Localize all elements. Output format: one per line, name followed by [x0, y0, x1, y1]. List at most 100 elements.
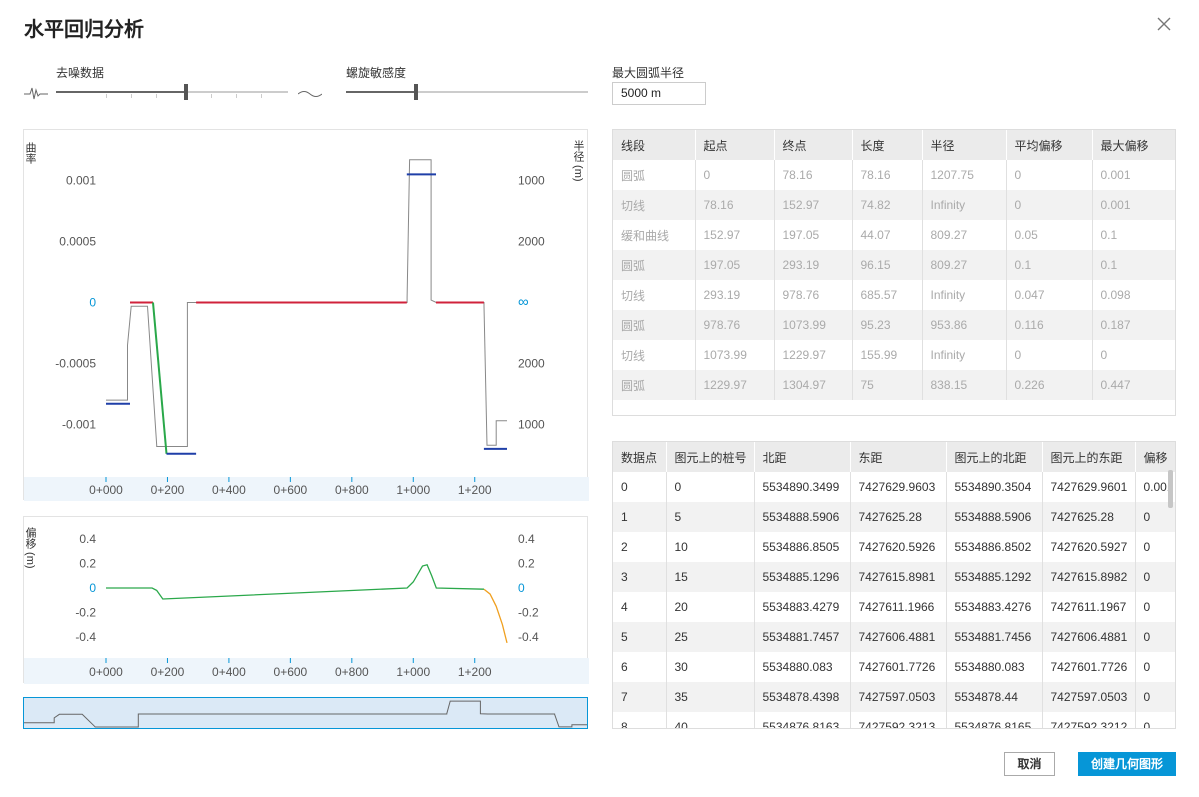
offset-tick-label: -0.4	[75, 630, 96, 644]
table-cell: 切线	[613, 340, 696, 370]
table-cell: 0	[1135, 532, 1175, 562]
table-cell: 5534880.083	[754, 652, 851, 682]
data-point-row[interactable]: 7 35 5534878.4398 7427597.0503 5534878.44 742…	[613, 682, 1175, 712]
column-header[interactable]: 线段	[613, 130, 696, 160]
x-tick-label: 0+600	[274, 483, 308, 497]
table-cell: 155.99	[852, 340, 923, 370]
segment-row[interactable]: 切线 293.19 978.76 685.57 Infinity 0.047 0.098	[613, 280, 1175, 310]
offset-right-tick-label: 0	[518, 581, 525, 595]
table-cell: 切线	[613, 190, 696, 220]
table-cell: 152.97	[774, 190, 853, 220]
table-cell: 5534890.3499	[754, 472, 851, 502]
table-cell: 5534886.8502	[946, 532, 1043, 562]
data-point-row[interactable]: 6 30 5534880.083 7427601.7726 5534880.083 742…	[613, 652, 1175, 682]
radius-tick-label: 2000	[518, 357, 545, 371]
table-cell: 7427611.1967	[1042, 592, 1136, 622]
segment-row[interactable]: 圆弧 0 78.16 78.16 1207.75 0 0.001	[613, 160, 1175, 190]
table-cell: 7427592.3212	[1042, 712, 1136, 728]
curvature-axis-label: 曲率	[24, 142, 37, 165]
table-cell: 缓和曲线	[613, 220, 696, 250]
segment-row[interactable]: 缓和曲线 152.97 197.05 44.07 809.27 0.05 0.1	[613, 220, 1175, 250]
table-cell: 8	[613, 712, 667, 728]
table-cell: 0.001	[1092, 190, 1175, 220]
table-cell: 圆弧	[613, 370, 696, 400]
table-cell: 0	[1135, 682, 1175, 712]
offset-axis-label: 偏移 (m)	[24, 526, 37, 569]
offset-chart: 偏移 (m) 0.4 0.2 0 -0.2 -0.4 0.4 0.2 0 -0.2 -0.4 0…	[23, 516, 589, 684]
max-radius-input[interactable]: 5000 m	[612, 82, 706, 105]
raw-curvature-line	[106, 159, 507, 447]
column-header[interactable]: 最大偏移	[1092, 130, 1175, 160]
column-header[interactable]: 半径	[922, 130, 1007, 160]
table-cell: 293.19	[774, 250, 853, 280]
table-cell: 5534881.7456	[946, 622, 1043, 652]
denoise-slider-thumb[interactable]	[184, 84, 188, 100]
column-header[interactable]: 起点	[695, 130, 775, 160]
table-cell: 5534876.8165	[946, 712, 1043, 728]
table-cell: 0	[1135, 622, 1175, 652]
column-header[interactable]: 偏移	[1135, 442, 1175, 472]
table-cell: 1073.99	[695, 340, 775, 370]
x-tick-label: 0+800	[335, 665, 369, 679]
table-cell: 1229.97	[774, 340, 853, 370]
column-header[interactable]: 图元上的北距	[946, 442, 1043, 472]
table-cell: 78.16	[774, 160, 853, 190]
curvature-tick-label: 0.0005	[59, 235, 96, 249]
spiral-slider-thumb[interactable]	[414, 84, 418, 100]
x-tick-label: 0+600	[274, 665, 308, 679]
column-header[interactable]: 东距	[850, 442, 947, 472]
table-cell: 0.098	[1092, 280, 1175, 310]
offset-right-tick-label: 0.2	[518, 557, 535, 571]
table-cell: 7427625.28	[850, 502, 947, 532]
table-cell: 7427597.0503	[850, 682, 947, 712]
data-point-row[interactable]: 5 25 5534881.7457 7427606.4881 5534881.7456 7…	[613, 622, 1175, 652]
table-cell: 1304.97	[774, 370, 853, 400]
data-point-row[interactable]: 8 40 5534876.8163 7427592.3213 5534876.8165 7…	[613, 712, 1175, 728]
column-header[interactable]: 数据点	[613, 442, 667, 472]
max-radius-label: 最大圆弧半径	[612, 66, 685, 80]
column-header[interactable]: 图元上的桩号	[666, 442, 755, 472]
segment-row[interactable]: 圆弧 978.76 1073.99 95.23 953.86 0.116 0.187	[613, 310, 1175, 340]
table-cell: 25	[666, 622, 755, 652]
spiral-sensitivity-label: 螺旋敏感度	[346, 66, 407, 80]
table-cell: 0	[1135, 592, 1175, 622]
column-header[interactable]: 长度	[852, 130, 923, 160]
table-cell: 0	[1006, 160, 1093, 190]
column-header[interactable]: 图元上的东距	[1042, 442, 1136, 472]
table-cell: 7427620.5927	[1042, 532, 1136, 562]
table-scrollbar[interactable]	[1168, 470, 1173, 508]
close-icon[interactable]	[1154, 14, 1174, 34]
data-points-table: 数据点 图元上的桩号 北距 东距 图元上的北距 图元上的东距 偏移 0 0 5534890.34…	[612, 441, 1176, 729]
table-cell: 5534883.4279	[754, 592, 851, 622]
table-cell: 96.15	[852, 250, 923, 280]
table-cell: Infinity	[922, 340, 1007, 370]
table-cell: 5534890.3504	[946, 472, 1043, 502]
segment-row[interactable]: 圆弧 197.05 293.19 96.15 809.27 0.1 0.1	[613, 250, 1175, 280]
offset-outlier-line	[483, 588, 508, 644]
data-point-row[interactable]: 0 0 5534890.3499 7427629.9603 5534890.3504 74…	[613, 472, 1175, 502]
table-cell: 35	[666, 682, 755, 712]
table-cell: 685.57	[852, 280, 923, 310]
data-point-row[interactable]: 4 20 5534883.4279 7427611.1966 5534883.4276 7…	[613, 592, 1175, 622]
segment-row[interactable]: 圆弧 1229.97 1304.97 75 838.15 0.226 0.447	[613, 370, 1175, 400]
table-cell: 44.07	[852, 220, 923, 250]
table-cell: 7427625.28	[1042, 502, 1136, 532]
overview-navigator[interactable]	[23, 697, 588, 729]
data-point-row[interactable]: 3 15 5534885.1296 7427615.8981 5534885.1292 7…	[613, 562, 1175, 592]
segment-row[interactable]: 切线 78.16 152.97 74.82 Infinity 0 0.001	[613, 190, 1175, 220]
cancel-button[interactable]: 取消	[1004, 752, 1055, 776]
table-cell: 0.05	[1006, 220, 1093, 250]
table-cell: 7427597.0503	[1042, 682, 1136, 712]
column-header[interactable]: 终点	[774, 130, 853, 160]
create-geometry-button[interactable]: 创建几何图形	[1078, 752, 1176, 776]
table-cell: 5534878.44	[946, 682, 1043, 712]
table-cell: 809.27	[922, 250, 1007, 280]
column-header[interactable]: 北距	[754, 442, 851, 472]
data-point-row[interactable]: 1 5 5534888.5906 7427625.28 5534888.5906 7427…	[613, 502, 1175, 532]
table-cell: 7427620.5926	[850, 532, 947, 562]
column-header[interactable]: 平均偏移	[1006, 130, 1093, 160]
table-cell: 293.19	[695, 280, 775, 310]
data-point-row[interactable]: 2 10 5534886.8505 7427620.5926 5534886.8502 7…	[613, 532, 1175, 562]
segment-row[interactable]: 切线 1073.99 1229.97 155.99 Infinity 0 0	[613, 340, 1175, 370]
table-cell: 152.97	[695, 220, 775, 250]
